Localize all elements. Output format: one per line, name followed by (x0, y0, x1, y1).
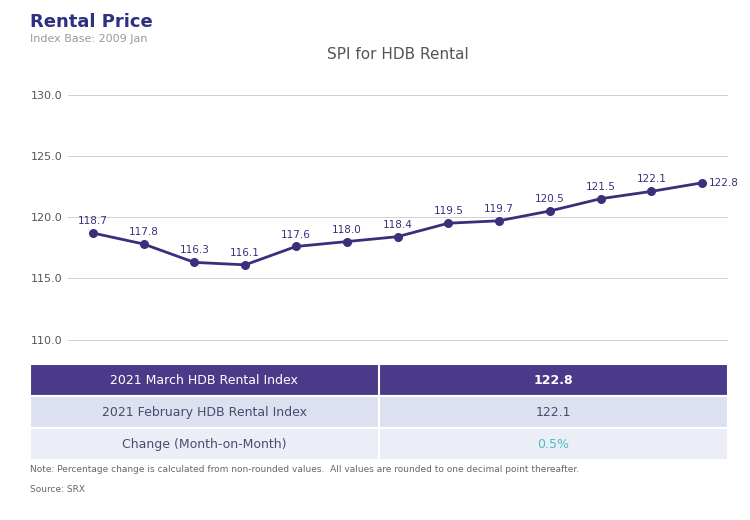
Text: 121.5: 121.5 (586, 182, 616, 192)
Point (595, 194, 607, 203)
Bar (30, 364, 728, 396)
Text: 119.5: 119.5 (433, 206, 464, 216)
Point (442, 219, 454, 227)
Text: 118.4: 118.4 (382, 220, 412, 230)
Text: Source: SRX: Source: SRX (30, 485, 85, 493)
Text: 122.8: 122.8 (709, 178, 739, 188)
Text: 116.1: 116.1 (230, 248, 260, 258)
Point (188, 258, 200, 267)
Text: 117.8: 117.8 (129, 227, 158, 237)
Point (138, 240, 150, 248)
Text: 2021 February HDB Rental Index: 2021 February HDB Rental Index (102, 406, 307, 419)
Point (239, 261, 251, 269)
Text: 2021 March HDB Rental Index: 2021 March HDB Rental Index (110, 373, 298, 386)
Text: 116.3: 116.3 (179, 245, 209, 255)
Text: 120.5: 120.5 (535, 194, 565, 204)
Point (87, 229, 99, 237)
Point (340, 238, 352, 246)
Point (392, 232, 404, 241)
Text: 118.0: 118.0 (332, 225, 362, 235)
Point (290, 242, 302, 251)
Title: SPI for HDB Rental: SPI for HDB Rental (327, 47, 468, 62)
Text: 122.8: 122.8 (533, 373, 573, 386)
Text: Rental Price: Rental Price (30, 13, 153, 31)
Text: 0.5%: 0.5% (537, 438, 569, 451)
Bar (30, 428, 728, 460)
Point (696, 179, 708, 187)
Text: 122.1: 122.1 (637, 174, 666, 185)
Text: Change (Month-on-Month): Change (Month-on-Month) (122, 438, 286, 451)
Text: 122.1: 122.1 (536, 406, 571, 419)
Bar (30, 396, 728, 428)
Text: Index Base: 2009 Jan: Index Base: 2009 Jan (30, 34, 148, 44)
Text: 118.7: 118.7 (78, 216, 108, 226)
Text: Note: Percentage change is calculated from non-rounded values.  All values are r: Note: Percentage change is calculated fr… (30, 465, 579, 474)
Point (493, 217, 505, 225)
Text: 119.7: 119.7 (484, 204, 514, 214)
Text: 117.6: 117.6 (281, 229, 311, 240)
Point (645, 187, 657, 196)
Point (544, 207, 556, 215)
